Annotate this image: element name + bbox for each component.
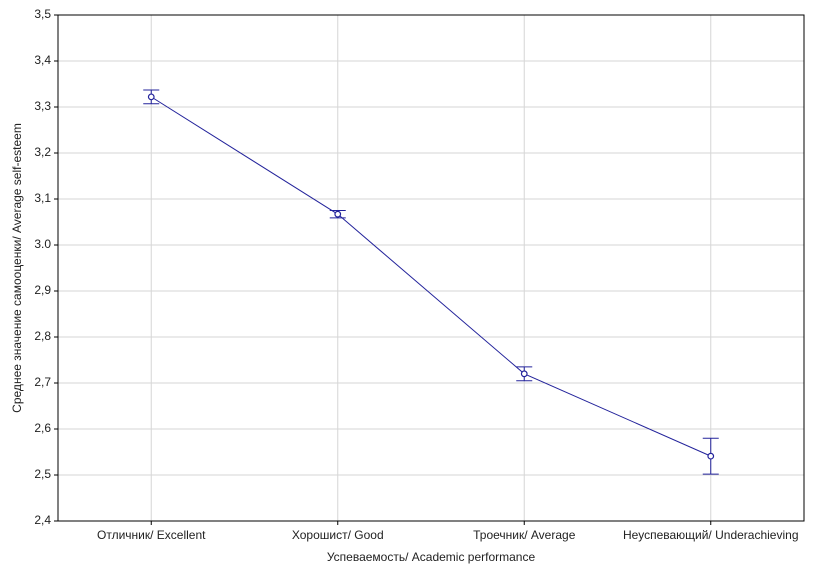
y-tick-label: 3,1: [34, 191, 51, 205]
y-tick-label: 2,4: [34, 513, 51, 527]
series-line: [150, 96, 711, 457]
x-axis-label: Успеваемость/ Academic performance: [327, 550, 536, 564]
y-tick-label: 2,8: [34, 329, 51, 343]
data-point: [334, 210, 342, 218]
y-tick-label: 2,5: [34, 467, 51, 481]
data-point: [707, 452, 715, 460]
data-point: [147, 93, 155, 101]
x-tick-label: Хорошист/ Good: [292, 528, 384, 542]
y-tick-label: 3.0: [34, 237, 51, 251]
y-tick-label: 2,7: [34, 375, 51, 389]
y-tick-label: 2,6: [34, 421, 51, 435]
x-tick-label: Отличник/ Excellent: [97, 528, 206, 542]
x-tick-label: Неуспевающий/ Underachieving: [623, 528, 799, 542]
y-tick-label: 2,9: [34, 283, 51, 297]
plot-frame: [57, 14, 805, 522]
y-tick-label: 3,4: [34, 53, 51, 67]
y-tick-label: 3,2: [34, 145, 51, 159]
y-tick-label: 3,5: [34, 7, 51, 21]
y-axis-label: Среднее значение самооценки/ Average sel…: [10, 123, 24, 413]
y-tick-label: 3,3: [34, 99, 51, 113]
x-tick-label: Троечник/ Average: [473, 528, 576, 542]
data-point: [520, 370, 528, 378]
